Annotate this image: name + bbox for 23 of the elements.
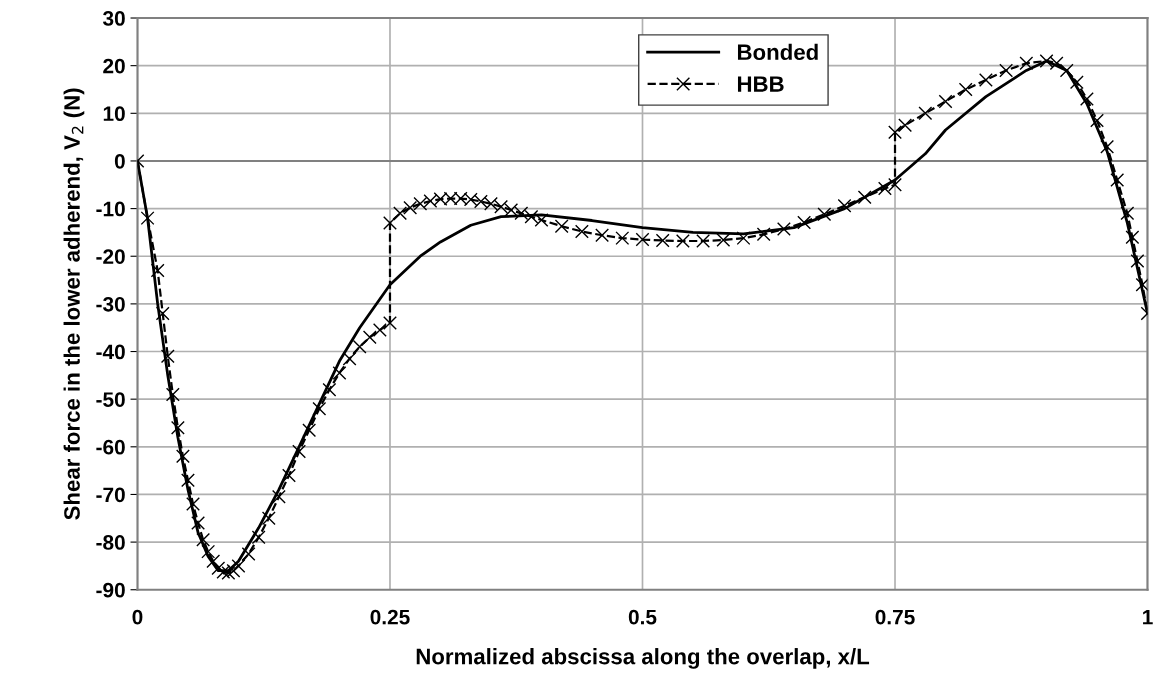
y-tick-label: -10 xyxy=(96,201,125,217)
y-tick-label: 30 xyxy=(102,11,125,26)
x-tick-label: 0.75 xyxy=(875,609,915,625)
y-tick-label: 20 xyxy=(103,58,125,74)
y-tick-label: 0 xyxy=(114,153,125,169)
y-tick-label: -70 xyxy=(96,487,125,503)
y-tick-label: -60 xyxy=(96,439,125,455)
x-axis-title: Normalized abscissa along the overlap, x/L xyxy=(416,648,870,669)
x-tick-label: 1 xyxy=(1143,609,1153,625)
y-tick-label: -40 xyxy=(96,344,125,360)
point xyxy=(1059,63,1074,78)
x-tick-label: 0.5 xyxy=(628,609,657,625)
y-tick-label: -80 xyxy=(96,535,125,550)
legend-label: Bonded xyxy=(737,43,818,61)
y-tick-label: -90 xyxy=(96,582,125,598)
x-tick-label: 0 xyxy=(132,609,143,625)
y-tick-label: -20 xyxy=(96,249,125,264)
y-tick-label: -50 xyxy=(96,392,125,407)
x-tick-label: 0.25 xyxy=(370,609,410,625)
y-tick-label: -30 xyxy=(96,296,125,312)
legend-label: HBB xyxy=(737,76,784,92)
y-axis-title: Shear force in the lower adherend, V$_{2}$ (N) xyxy=(63,88,85,520)
y-tick-label: 10 xyxy=(103,106,125,122)
